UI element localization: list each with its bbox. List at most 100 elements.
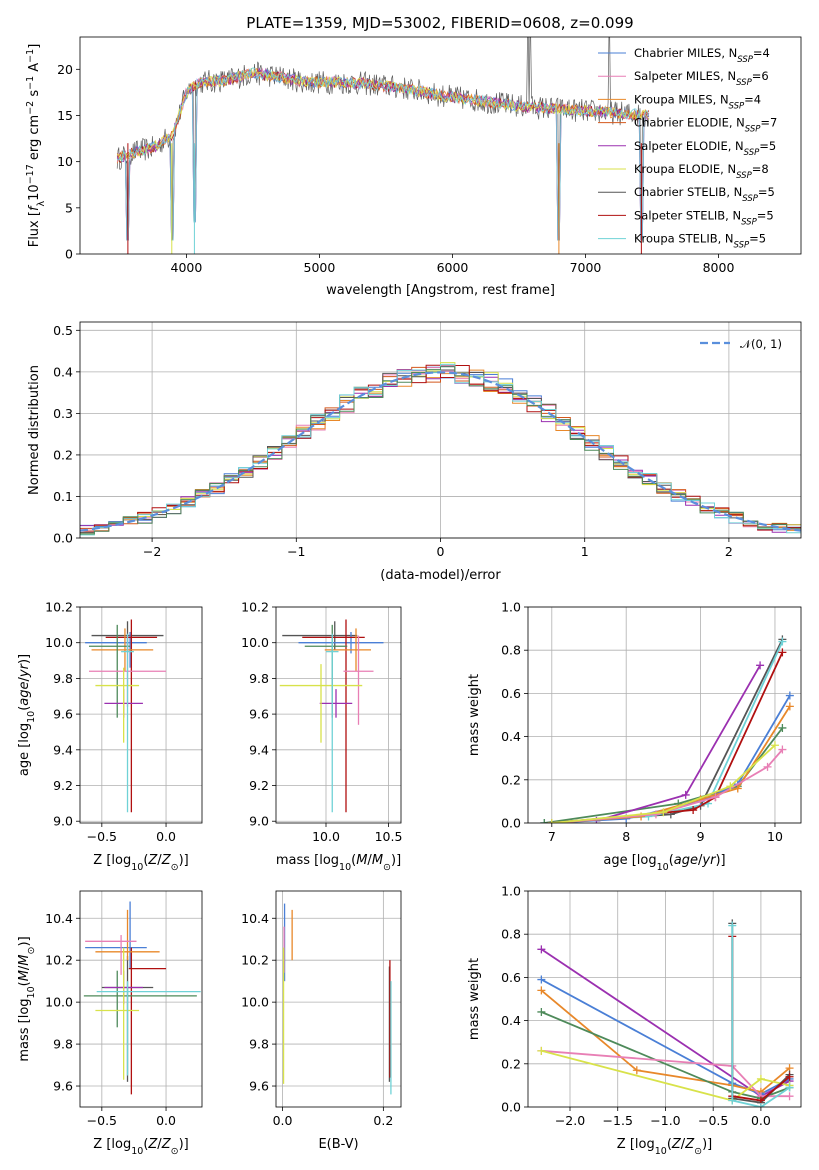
axes-frame [79,890,203,1108]
y-tick-label: 10.2 [45,600,73,615]
mass-weight-series [547,702,794,823]
plus-marker [778,723,787,732]
plus-marker [756,661,765,670]
plus-marker [681,790,690,799]
series-line [541,1011,790,1100]
errorbar-point [96,981,201,1076]
series-line [541,1049,790,1098]
y-tick-label: 1.0 [501,600,521,615]
plus-marker [770,741,779,750]
y-tick-label: 10 [57,154,73,169]
errorbar-point [128,947,167,1095]
panel-spectrum: 4000 5000 6000 7000 8000 0 5 10 15 20 wavelength [… [25,36,802,298]
y-tick-label: 9.4 [249,742,269,757]
panel-mass-vs-Z: −0.5 0.0 9.6 9.8 10.0 10.2 10.4 Z [log10(Z/Z⊙)]… [17,890,203,1157]
plot-area [537,919,794,1107]
errorbar-point [83,970,197,1028]
series-line [551,652,784,823]
x-tick-label: 9 [697,829,705,844]
plus-marker [651,810,660,819]
x-tick-label: 0.0 [273,1113,293,1128]
x-axis-label: age [log10(age/yr)] [603,853,725,873]
y-tick-label: 0.0 [501,816,521,831]
axes-frame [527,890,802,1108]
x-tick-label: 0.0 [156,829,176,844]
errorbar-point [95,909,160,961]
errorbar-point [91,628,154,672]
x-axis-label: E(B-V) [318,1137,358,1152]
x-tick-label: −2.0 [555,1113,585,1128]
y-tick-label: 0.1 [53,489,73,504]
errorbar-point [343,635,374,725]
y-tick-label: 9.2 [249,778,269,793]
plus-marker [733,784,742,793]
plus-marker [756,1074,765,1083]
errorbar-point [95,667,140,743]
errorbar-point [326,633,339,813]
y-tick-label: 10.2 [241,953,269,968]
y-tick-label: 0.2 [501,772,521,787]
y-tick-label: 0.5 [53,323,73,338]
x-tick-label: −2 [143,544,161,559]
y-axis-label: mass [log10(M/M⊙)] [17,936,37,1061]
plus-marker [726,782,735,791]
x-tick-label: 0.2 [373,1113,393,1128]
y-tick-label: 0.0 [501,1100,521,1115]
y-tick-label: 0.0 [53,531,73,546]
plus-marker [728,1096,737,1105]
series-line [541,1049,790,1102]
x-tick-label: 1 [581,544,589,559]
y-tick-label: 10.0 [241,995,269,1010]
y-tick-label: 10.4 [45,911,73,926]
plot-area [85,619,167,813]
y-tick-label: 9.4 [53,742,73,757]
figure-title: PLATE=1359, MJD=53002, FIBERID=0608, z=0… [246,14,633,32]
y-tick-label: 0.4 [53,364,73,379]
y-tick-label: 0.8 [501,927,521,942]
x-axis-label: (data-model)/error [380,568,501,583]
y-tick-label: 9.6 [53,1079,73,1094]
plus-marker [537,986,546,995]
histogram-series [80,366,801,535]
y-tick-label: 9.6 [249,1079,269,1094]
y-axis-label: mass weight [467,958,482,1040]
errorbar-point [319,689,353,718]
legend-entry: Chabrier MILES, NSSP=4 [634,46,770,65]
x-tick-label: 7000 [570,260,602,275]
x-tick-label: −0.5 [698,1113,728,1128]
x-axis-label: mass [log10(M/M⊙)] [276,853,401,873]
legend-entry: Salpeter MILES, NSSP=6 [634,69,769,88]
y-tick-label: 20 [57,62,73,77]
plus-marker [778,648,787,657]
legend-entry: Kroupa ELODIE, NSSP=8 [634,162,769,181]
y-tick-label: 9.8 [53,1037,73,1052]
x-axis-label: wavelength [Angstrom, rest frame] [326,283,555,298]
y-tick-label: 5 [65,200,73,215]
axes-frame [275,606,402,824]
legend-entry: Salpeter STELIB, NSSP=5 [634,208,774,227]
axes-frame [79,606,203,824]
axes-frame [275,890,402,1108]
y-tick-label: 9.0 [249,814,269,829]
spectrum-line [116,37,650,241]
plot-area [116,37,650,254]
x-tick-label: −1.5 [603,1113,633,1128]
plot-area [279,619,384,813]
y-tick-label: 9.0 [53,814,73,829]
plus-marker [537,1007,546,1016]
y-tick-label: 9.6 [249,707,269,722]
y-axis-label: Flux [fλ10−17 erg cm−2 s−1 A−1] [25,44,47,248]
legend: Chabrier MILES, NSSP=4 Salpeter MILES, NS… [598,46,777,251]
x-tick-label: −1 [287,544,305,559]
mass-weight-series [728,921,794,1107]
plus-marker [728,921,737,930]
x-tick-label: 8000 [703,260,735,275]
axes-frame [79,36,802,255]
plot-area [83,901,201,1095]
panel-residuals: −2 −1 0 1 2 0.0 0.1 0.2 0.3 0.4 0.5 (data-model)/er… [27,321,802,583]
y-tick-label: 9.8 [53,671,73,686]
x-tick-label: 7 [548,829,556,844]
plus-marker [659,808,668,817]
mass-weight-series [540,635,787,823]
y-tick-label: 1.0 [501,884,521,899]
